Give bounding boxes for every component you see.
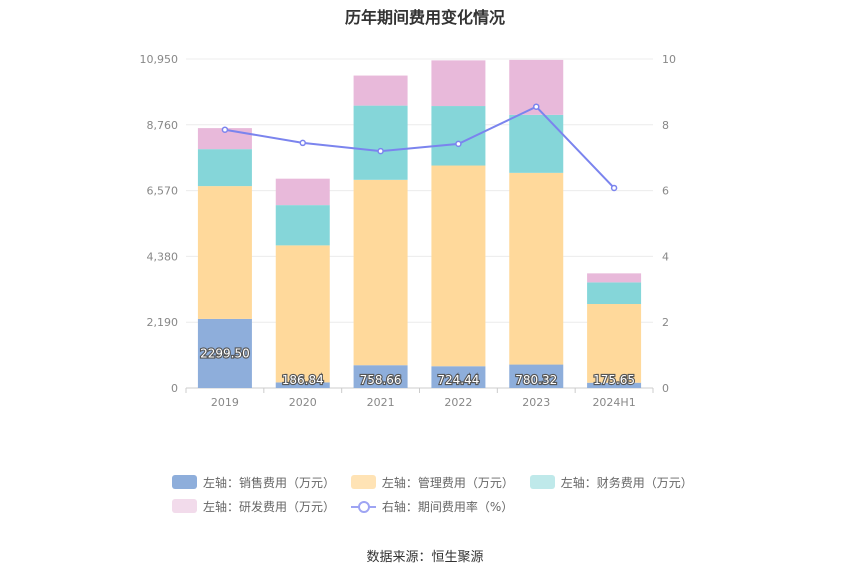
left-tick-label: 8,760: [147, 119, 179, 132]
bar-segment-2: [587, 304, 642, 383]
bar-segment-1: [275, 382, 330, 388]
x-tick-label: 2021: [367, 396, 395, 409]
x-tick-label: 2024H1: [592, 396, 635, 409]
left-tick-label: 2,190: [147, 316, 179, 329]
legend-item-finance[interactable]: 左轴：财务费用（万元）: [529, 472, 693, 492]
right-tick-label: 4: [662, 250, 669, 263]
bar-segment-3: [197, 149, 252, 187]
chart-title: 历年期间费用变化情况: [344, 8, 505, 27]
legend: 左轴：销售费用（万元） 左轴：管理费用（万元） 左轴：财务费用（万元） 左轴：研…: [172, 472, 732, 520]
x-tick-label: 2022: [444, 396, 472, 409]
bar-segment-1: [197, 318, 252, 388]
bar-segment-3: [353, 105, 408, 180]
bar-segment-2: [431, 165, 486, 367]
right-tick-label: 8: [662, 119, 669, 132]
legend-swatch-admin: [350, 475, 376, 489]
legend-label-rate: 右轴：期间费用率（%）: [381, 499, 514, 514]
bar-segment-4: [431, 60, 486, 107]
bars: [197, 59, 642, 388]
right-tick-label: 0: [662, 382, 669, 395]
legend-item-rate[interactable]: 右轴：期间费用率（%）: [350, 496, 514, 516]
rate-point: [377, 147, 384, 155]
data-label: 186.84: [282, 373, 324, 387]
axes: 0 2,190 4,380 6,570 8,760 10,950 0 2 4 6 8 10 2019 20…: [140, 53, 677, 409]
bar-segment-3: [509, 114, 564, 173]
bar-segment-2: [275, 245, 330, 383]
bar-segment-1: [353, 365, 408, 388]
bar-segment-4: [275, 178, 330, 206]
rate-point: [455, 140, 462, 148]
right-tick-label: 6: [662, 185, 669, 198]
rate-point: [221, 126, 229, 133]
x-tick-label: 2023: [522, 396, 550, 409]
legend-line-icon: [350, 499, 376, 513]
data-label: 2299.50: [200, 346, 250, 360]
rate-point: [299, 139, 306, 147]
chart-area: 2299.50 186.84 758.66 724.44 780.32 175.65 0 2…: [140, 53, 677, 409]
bar-segment-4: [353, 75, 408, 106]
legend-swatch-sales: [172, 475, 197, 489]
bar-segment-1: [509, 364, 564, 388]
right-tick-label: 10: [662, 53, 676, 66]
data-label: 175.65: [593, 373, 635, 387]
left-tick-label: 4,380: [147, 250, 179, 263]
legend-label-sales: 左轴：销售费用（万元）: [203, 475, 336, 490]
data-label: 780.32: [515, 373, 557, 387]
bar-segment-4: [197, 128, 252, 150]
bar-segment-2: [197, 186, 252, 319]
x-tick-label: 2019: [211, 396, 239, 409]
left-tick-label: 6,570: [147, 185, 179, 198]
rate-point: [533, 103, 540, 110]
legend-item-rd[interactable]: 左轴：研发费用（万元）: [172, 496, 335, 516]
data-label: 758.66: [360, 373, 402, 387]
source-note: 数据来源：恒生聚源: [366, 550, 484, 565]
bar-segment-3: [587, 282, 642, 305]
bar-segment-1: [587, 382, 642, 388]
bar-segment-4: [587, 273, 642, 283]
x-tick-label: 2020: [289, 396, 317, 409]
bar-segment-3: [275, 205, 330, 246]
legend-item-admin[interactable]: 左轴：管理费用（万元）: [350, 472, 514, 492]
left-tick-label: 10,950: [140, 53, 179, 66]
left-tick-label: 0: [171, 382, 178, 395]
legend-item-sales[interactable]: 左轴：销售费用（万元）: [172, 472, 335, 492]
rate-line: [221, 103, 618, 192]
rate-point: [610, 184, 618, 192]
data-label: 724.44: [437, 373, 479, 387]
legend-label-rd: 左轴：研发费用（万元）: [203, 499, 336, 514]
legend-label-finance: 左轴：财务费用（万元）: [560, 475, 693, 490]
legend-label-admin: 左轴：管理费用（万元）: [381, 475, 514, 490]
bar-segment-2: [353, 179, 408, 366]
data-labels: 2299.50 186.84 758.66 724.44 780.32 175.65: [199, 345, 636, 388]
rate-line-path: [224, 105, 615, 189]
legend-swatch-rd: [172, 499, 197, 513]
bar-segment-2: [509, 172, 564, 365]
grid-lines: [186, 58, 653, 389]
legend-swatch-finance: [529, 475, 555, 489]
bar-segment-1: [431, 366, 486, 388]
right-tick-label: 2: [662, 316, 669, 329]
